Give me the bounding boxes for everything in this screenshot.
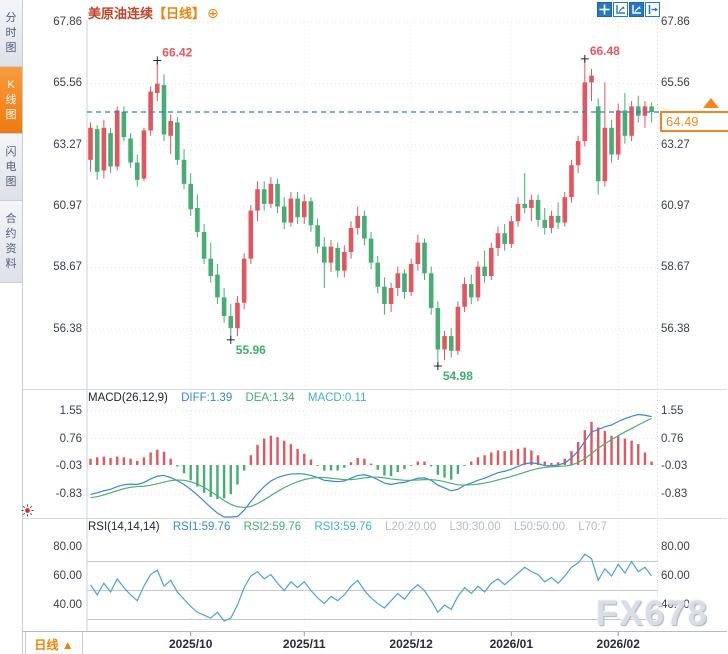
period-label: 【日线】 — [153, 6, 206, 21]
rsi-settings-icon[interactable] — [21, 504, 34, 517]
pan-icon[interactable] — [597, 2, 612, 17]
y-axis-right: 67.86 65.56 63.27 60.97 58.67 56.38 1.55 0.76 -0… — [661, 0, 725, 654]
rsi-l70-value: L70:7 — [578, 521, 607, 533]
price-arrow-icon — [703, 98, 719, 108]
rsi-l50-value: L50:50.00 — [513, 521, 565, 533]
sidebar-tab-char: 分 — [5, 11, 17, 24]
add-indicator-icon[interactable]: ⊕ — [207, 5, 219, 21]
low-price-label: 54.98 — [443, 369, 473, 383]
rsi2-value: RSI2:59.76 — [243, 521, 302, 533]
sidebar-tab-char: 图 — [5, 41, 17, 54]
axis-scale-icon[interactable] — [629, 2, 644, 17]
period-tab-daily[interactable]: 日线 ▲ — [34, 638, 74, 652]
sidebar-tab-char: 时 — [5, 26, 17, 39]
macd-tick-label: 0.76 — [59, 432, 82, 445]
rsi-l30-value: L30:30.00 — [449, 521, 501, 533]
y-axis-left: 67.86 65.56 63.27 60.97 58.67 56.38 1.55 0.76 -0… — [24, 0, 82, 654]
rsi-name: RSI(14,14,14) — [88, 521, 160, 533]
price-tick-label: 60.97 — [53, 200, 82, 213]
rsi-tick-label: 40.00 — [661, 599, 690, 612]
sidebar-tab-char: 线 — [5, 93, 17, 106]
current-price-tag: 64.49 — [660, 111, 728, 132]
sidebar-tab-item[interactable]: 合约资料 — [0, 201, 22, 283]
x-axis-month-label: 2025/10 — [168, 637, 213, 651]
sidebar-tab-char: 图 — [5, 175, 17, 188]
macd-dea-value: DEA:1.34 — [245, 392, 295, 404]
rsi-tick-label: 80.00 — [661, 540, 690, 553]
sidebar-tab-char: 图 — [5, 108, 17, 121]
symbol-name: 美原油连续 — [88, 6, 154, 21]
low-price-label: 55.96 — [236, 343, 266, 357]
high-price-label: 66.48 — [590, 44, 620, 58]
sidebar-tab-char: 资 — [5, 242, 17, 255]
sidebar-tab-char: 约 — [5, 227, 17, 240]
rsi-tick-label: 60.00 — [53, 570, 82, 582]
price-tick-label: 67.86 — [53, 16, 82, 28]
x-axis-month-label: 2025/12 — [389, 637, 433, 651]
rsi1-value: RSI1:59.76 — [172, 521, 231, 533]
x-axis-month-label: 2026/01 — [489, 637, 534, 651]
macd-name: MACD(26,12,9) — [88, 392, 168, 404]
macd-tick-label: 1.55 — [661, 405, 684, 418]
high-price-label: 66.42 — [162, 45, 192, 59]
x-axis-month-label: 2026/02 — [596, 637, 640, 651]
rsi-header: RSI(14,14,14) RSI1:59.76 RSI2:59.76 RSI3… — [88, 521, 648, 533]
sidebar-tab-item[interactable]: 分时图 — [0, 0, 22, 67]
rsi-tick-label: 60.00 — [661, 570, 690, 582]
price-tick-label: 56.38 — [53, 322, 82, 335]
macd-tick-label: 0.76 — [661, 432, 684, 445]
macd-diff-value: DIFF:1.39 — [181, 392, 233, 404]
macd-tick-label: 1.55 — [59, 405, 82, 418]
sidebar-tab-char: 合 — [5, 212, 17, 225]
macd-tick-label: -0.83 — [661, 487, 688, 500]
macd-header: MACD(26,12,9) DIFF:1.39 DEA:1.34 MACD:0.… — [88, 392, 376, 404]
sidebar-tab-char: K — [7, 78, 15, 91]
price-tick-label: 67.86 — [661, 16, 690, 28]
x-axis-month-label: 2025/11 — [282, 637, 326, 651]
chart-toolbar — [597, 2, 660, 17]
chart-title: 美原油连续【日线】 ⊕ — [88, 3, 219, 22]
rsi-tick-label: 40.00 — [53, 599, 82, 612]
macd-tick-label: -0.83 — [55, 487, 82, 500]
macd-tick-label: -0.03 — [55, 460, 82, 473]
price-tick-label: 65.56 — [661, 77, 690, 90]
sidebar-tab-char: 闪 — [5, 145, 17, 158]
axis-zoom-icon[interactable] — [613, 2, 628, 17]
price-tick-label: 58.67 — [661, 261, 690, 274]
rsi-tick-label: 80.00 — [53, 540, 82, 553]
macd-tick-label: -0.03 — [661, 460, 688, 473]
exit-chart-icon[interactable] — [645, 2, 660, 17]
rsi3-value: RSI3:59.76 — [314, 521, 372, 533]
rsi-l20-value: L20:20.00 — [385, 521, 437, 533]
price-tick-label: 60.97 — [661, 200, 690, 213]
sidebar-tab-item[interactable]: 闪电图 — [0, 134, 22, 201]
macd-macd-value: MACD:0.11 — [307, 392, 367, 404]
sidebar-tab-char: 电 — [5, 160, 17, 173]
price-tick-label: 63.27 — [661, 138, 690, 151]
price-tick-label: 58.67 — [53, 261, 82, 274]
price-tick-label: 65.56 — [53, 77, 82, 90]
price-tick-label: 63.27 — [53, 138, 82, 151]
price-tick-label: 56.38 — [661, 322, 690, 335]
sidebar-tab-char: 料 — [5, 257, 17, 270]
